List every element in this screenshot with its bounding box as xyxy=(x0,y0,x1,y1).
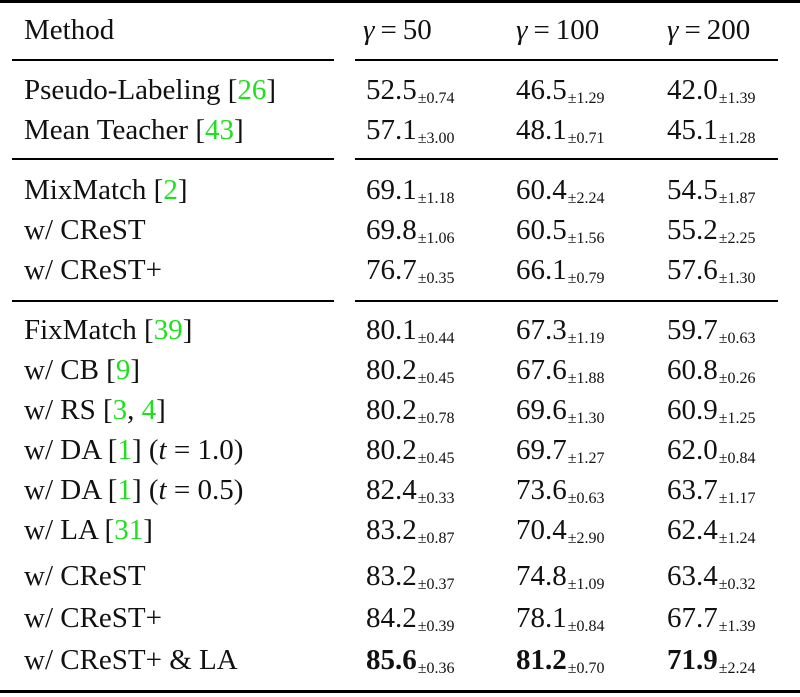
table-row: w/ CReST+ 84.2±0.39 78.1±0.84 67.7±1.39 xyxy=(0,600,800,636)
table-row: w/ CReST 69.8±1.06 60.5±1.56 55.2±2.25 xyxy=(0,212,800,248)
citation-link[interactable]: 31 xyxy=(114,514,144,546)
value-cell: 80.1±0.44 xyxy=(366,314,455,347)
citation-link[interactable]: 4 xyxy=(141,394,157,426)
value-cell: 82.4±0.33 xyxy=(366,474,455,507)
table-row: w/ DA [1] (t = 1.0) 80.2±0.45 69.7±1.27 … xyxy=(0,432,800,468)
value-cell: 52.5±0.74 xyxy=(366,74,455,107)
group-rule-left-2 xyxy=(12,300,334,302)
citation-link[interactable]: 1 xyxy=(117,474,132,506)
method-name: w/ CReST+ xyxy=(24,602,163,634)
method-name: w/ LA [31] xyxy=(24,514,153,546)
table-row: FixMatch [39] 80.1±0.44 67.3±1.19 59.7±0… xyxy=(0,312,800,348)
table-row: MixMatch [2] 69.1±1.18 60.4±2.24 54.5±1.… xyxy=(0,172,800,208)
citation-link[interactable]: 3 xyxy=(112,394,128,426)
citation-link[interactable]: 26 xyxy=(237,74,267,106)
method-name: w/ DA [1] (t = 1.0) xyxy=(24,434,244,466)
table-row: w/ LA [31] 83.2±0.87 70.4±2.90 62.4±1.24 xyxy=(0,512,800,548)
table-row-best: w/ CReST+ & LA 85.6±0.36 81.2±0.70 71.9±… xyxy=(0,642,800,678)
value-cell: 45.1±1.28 xyxy=(667,114,756,147)
value-cell: 48.1±0.71 xyxy=(516,114,605,147)
value-cell: 57.6±1.30 xyxy=(667,254,756,287)
value-cell: 80.2±0.78 xyxy=(366,394,455,427)
method-name: Pseudo-Labeling [26] xyxy=(24,74,277,106)
table-row: w/ CB [9] 80.2±0.45 67.6±1.88 60.8±0.26 xyxy=(0,352,800,388)
value-cell: 63.7±1.17 xyxy=(667,474,756,507)
group-rule-right-2 xyxy=(355,300,778,302)
value-cell: 69.6±1.30 xyxy=(516,394,605,427)
method-name: w/ DA [1] (t = 0.5) xyxy=(24,474,244,506)
value-cell: 80.2±0.45 xyxy=(366,434,455,467)
bottom-rule xyxy=(0,690,800,693)
value-cell: 54.5±1.87 xyxy=(667,174,756,207)
citation-link[interactable]: 9 xyxy=(115,354,131,386)
value-cell: 42.0±1.39 xyxy=(667,74,756,107)
value-cell: 83.2±0.87 xyxy=(366,514,455,547)
citation-link[interactable]: 2 xyxy=(163,174,178,206)
method-name: Mean Teacher [43] xyxy=(24,114,244,146)
table-row: w/ DA [1] (t = 0.5) 82.4±0.33 73.6±0.63 … xyxy=(0,472,800,508)
value-cell: 84.2±0.39 xyxy=(366,602,455,635)
header-rule-right xyxy=(355,59,778,61)
value-cell: 76.7±0.35 xyxy=(366,254,455,287)
value-cell: 66.1±0.79 xyxy=(516,254,605,287)
value-cell: 73.6±0.63 xyxy=(516,474,605,507)
header-rule-left xyxy=(12,59,334,61)
value-cell: 69.7±1.27 xyxy=(516,434,605,467)
value-cell: 85.6±0.36 xyxy=(366,644,455,677)
method-name: w/ CReST+ & LA xyxy=(24,644,238,676)
method-name: w/ CReST+ xyxy=(24,254,163,286)
table-row: w/ CReST 83.2±0.37 74.8±1.09 63.4±0.32 xyxy=(0,558,800,594)
citation-link[interactable]: 39 xyxy=(153,314,183,346)
method-name: FixMatch [39] xyxy=(24,314,193,346)
value-cell: 81.2±0.70 xyxy=(516,644,605,677)
value-cell: 69.1±1.18 xyxy=(366,174,455,207)
table-row: w/ RS [3, 4] 80.2±0.78 69.6±1.30 60.9±1.… xyxy=(0,392,800,428)
header-gamma-200: γ = 200 xyxy=(667,14,751,46)
header-row: Method γ = 50 γ = 100 γ = 200 xyxy=(0,12,800,48)
method-name: MixMatch [2] xyxy=(24,174,188,206)
table-row: w/ CReST+ 76.7±0.35 66.1±0.79 57.6±1.30 xyxy=(0,252,800,288)
value-cell: 60.4±2.24 xyxy=(516,174,605,207)
value-cell: 57.1±3.00 xyxy=(366,114,455,147)
citation-link[interactable]: 43 xyxy=(205,114,234,146)
value-cell: 59.7±0.63 xyxy=(667,314,756,347)
value-cell: 67.7±1.39 xyxy=(667,602,756,635)
value-cell: 70.4±2.90 xyxy=(516,514,605,547)
value-cell: 71.9±2.24 xyxy=(667,644,756,677)
value-cell: 60.9±1.25 xyxy=(667,394,756,427)
value-cell: 83.2±0.37 xyxy=(366,560,455,593)
value-cell: 67.6±1.88 xyxy=(516,354,605,387)
method-name: w/ RS [3, 4] xyxy=(24,394,166,426)
value-cell: 60.5±1.56 xyxy=(516,214,605,247)
citation-link[interactable]: 1 xyxy=(117,434,132,466)
group-rule-right-1 xyxy=(355,158,778,160)
method-name: w/ CReST xyxy=(24,560,146,592)
value-cell: 74.8±1.09 xyxy=(516,560,605,593)
method-name: w/ CB [9] xyxy=(24,354,141,386)
value-cell: 67.3±1.19 xyxy=(516,314,605,347)
value-cell: 55.2±2.25 xyxy=(667,214,756,247)
value-cell: 46.5±1.29 xyxy=(516,74,605,107)
value-cell: 62.0±0.84 xyxy=(667,434,756,467)
table-row: Pseudo-Labeling [26] 52.5±0.74 46.5±1.29… xyxy=(0,72,800,108)
value-cell: 78.1±0.84 xyxy=(516,602,605,635)
value-cell: 63.4±0.32 xyxy=(667,560,756,593)
table-row: Mean Teacher [43] 57.1±3.00 48.1±0.71 45… xyxy=(0,112,800,148)
value-cell: 69.8±1.06 xyxy=(366,214,455,247)
header-gamma-100: γ = 100 xyxy=(516,14,600,46)
method-name: w/ CReST xyxy=(24,214,146,246)
header-gamma-50: γ = 50 xyxy=(363,14,432,46)
value-cell: 80.2±0.45 xyxy=(366,354,455,387)
value-cell: 60.8±0.26 xyxy=(667,354,756,387)
top-rule xyxy=(0,0,800,3)
header-method: Method xyxy=(24,14,115,46)
value-cell: 62.4±1.24 xyxy=(667,514,756,547)
group-rule-left-1 xyxy=(12,158,334,160)
